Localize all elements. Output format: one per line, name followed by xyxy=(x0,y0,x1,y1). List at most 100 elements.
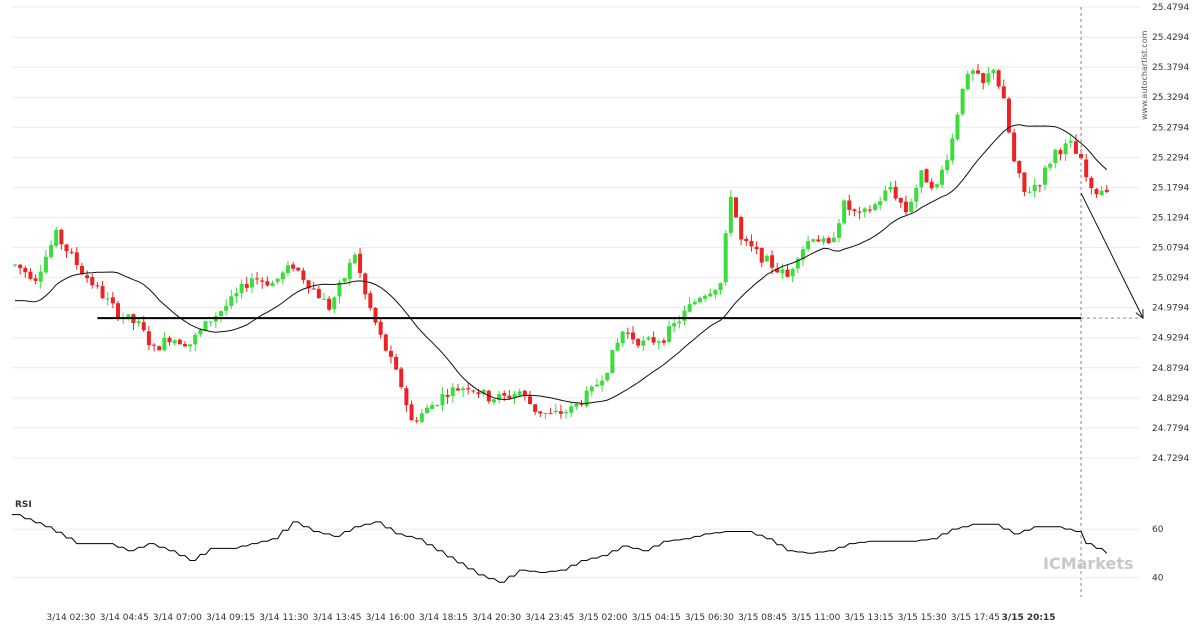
candle-body xyxy=(265,281,270,286)
candle-body xyxy=(291,264,296,269)
candle-body xyxy=(219,311,223,317)
candle-body xyxy=(18,264,23,269)
y-tick-label: 25.4294 xyxy=(1152,33,1189,43)
candle-body xyxy=(960,88,965,115)
candle-body xyxy=(873,204,878,210)
candle-body xyxy=(1027,191,1032,193)
candle-body xyxy=(543,412,548,414)
y-tick-label: 25.0794 xyxy=(1152,244,1189,254)
candle-body xyxy=(744,238,749,242)
candle-body xyxy=(1058,150,1063,155)
candle-body xyxy=(600,380,605,386)
x-tick-label: 3/14 11:30 xyxy=(259,613,308,623)
candle-body xyxy=(208,321,213,323)
candle-body xyxy=(569,406,574,413)
candle-body xyxy=(404,388,409,406)
candle-body xyxy=(620,331,625,344)
candle-body xyxy=(631,332,635,340)
watermark: www.autochartist.com xyxy=(1140,30,1149,120)
candle-body xyxy=(162,337,167,351)
candle-body xyxy=(641,340,646,346)
candle-body xyxy=(270,282,275,287)
candle-body xyxy=(198,329,203,335)
candle-body xyxy=(677,321,682,323)
candle-body xyxy=(275,278,280,282)
candle-body xyxy=(285,265,290,273)
candle-body xyxy=(594,384,599,387)
candle-body xyxy=(1032,185,1037,192)
candle-body xyxy=(739,216,744,240)
x-tick-label: 3/15 04:15 xyxy=(632,613,681,623)
projection-arrowhead xyxy=(1135,309,1144,320)
candle-body xyxy=(116,303,120,319)
candle-body xyxy=(1063,143,1068,155)
candle-body xyxy=(399,368,404,388)
x-tick-label: 3/14 18:15 xyxy=(419,613,468,623)
candle-body xyxy=(852,209,857,212)
candle-body xyxy=(976,70,981,74)
candle-body xyxy=(661,340,666,343)
x-tick-label: 3/14 13:45 xyxy=(312,613,361,623)
candle-body xyxy=(90,277,95,286)
candle-body xyxy=(440,394,445,405)
y-tick-label: 25.2294 xyxy=(1152,153,1189,163)
candle-body xyxy=(697,297,702,303)
candle-body xyxy=(368,293,373,309)
candle-body xyxy=(759,247,764,263)
candle-body xyxy=(903,201,908,213)
candle-body xyxy=(203,321,208,331)
y-tick-label: 25.3294 xyxy=(1152,93,1189,103)
x-tick-label: 3/15 06:30 xyxy=(685,613,734,623)
candle-body xyxy=(713,289,718,295)
candle-body xyxy=(610,349,615,374)
candle-body xyxy=(311,288,316,290)
x-tick-label: 3/14 04:45 xyxy=(100,613,149,623)
candle-body xyxy=(177,339,182,345)
candle-body xyxy=(419,413,424,422)
candle-body xyxy=(785,269,790,277)
candle-body xyxy=(466,388,471,390)
candle-body xyxy=(347,262,352,280)
candle-body xyxy=(1073,141,1078,154)
candle-body xyxy=(491,399,496,403)
candle-body xyxy=(749,240,754,247)
candle-body xyxy=(497,394,502,400)
candle-body xyxy=(919,170,924,188)
candle-body xyxy=(182,343,187,347)
candle-body xyxy=(775,268,780,273)
candle-body xyxy=(965,73,970,90)
y-tick-label: 24.8794 xyxy=(1152,364,1189,374)
candle-body xyxy=(764,255,769,262)
candle-body xyxy=(945,159,950,171)
candle-body xyxy=(553,410,558,413)
candle-body xyxy=(322,298,326,300)
x-tick-label: 3/15 15:30 xyxy=(898,613,947,623)
candle-body xyxy=(579,403,584,405)
candle-body xyxy=(955,114,960,140)
candle-body xyxy=(754,246,759,250)
candle-body xyxy=(409,404,414,421)
candle-body xyxy=(59,229,64,245)
candle-body xyxy=(924,169,929,183)
rsi-y-tick-label: 40 xyxy=(1152,573,1164,583)
candle-body xyxy=(878,201,883,206)
x-tick-label: 3/14 07:00 xyxy=(153,613,202,623)
x-tick-label: 3/15 02:00 xyxy=(578,613,627,623)
candle-body xyxy=(589,386,594,392)
candle-body xyxy=(1043,167,1047,185)
candle-body xyxy=(703,295,708,299)
candle-body xyxy=(445,394,450,397)
candle-body xyxy=(512,394,517,398)
candle-body xyxy=(718,283,723,291)
candle-body xyxy=(337,282,342,297)
candle-body xyxy=(770,255,775,268)
y-tick-label: 24.7794 xyxy=(1152,424,1189,434)
candle-body xyxy=(636,338,641,346)
candle-body xyxy=(193,334,198,345)
candle-body xyxy=(867,209,872,211)
candle-body xyxy=(1094,189,1099,195)
candle-body xyxy=(1022,172,1027,192)
candle-body xyxy=(69,251,74,253)
x-tick-label: 3/14 16:00 xyxy=(366,613,415,623)
